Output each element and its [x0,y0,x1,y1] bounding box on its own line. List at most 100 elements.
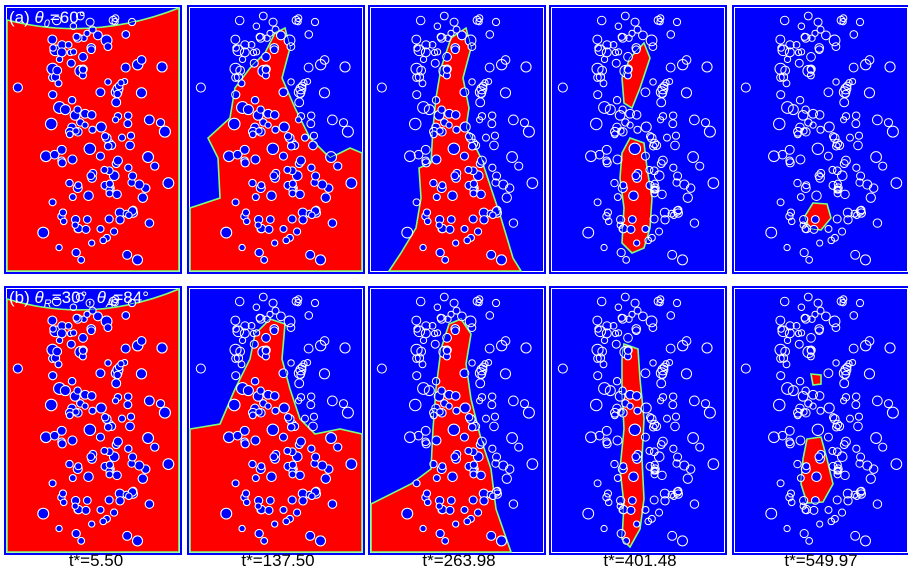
obstacle [787,498,796,507]
obstacle [420,425,431,436]
obstacle [319,55,330,65]
obstacle [797,109,809,121]
obstacle [593,479,602,488]
obstacle [823,402,835,414]
obstacle [871,114,883,126]
obstacle [339,61,351,73]
obstacle [484,343,495,354]
obstacle [852,444,861,453]
obstacle [478,81,488,91]
obstacle [604,104,616,116]
obstacle [611,339,621,349]
obstacle [776,371,786,381]
obstacle [404,150,416,163]
obstacle [633,306,642,315]
obstacle [840,116,848,124]
obstacle [294,14,303,23]
obstacle [475,298,483,307]
obstacle [485,358,493,367]
obstacle [413,430,424,441]
obstacle [658,112,668,121]
obstacle [294,17,302,26]
obstacle [672,178,681,187]
obstacle [656,440,666,450]
obstacle [793,411,802,420]
obstacle [649,447,659,457]
obstacle [557,363,568,374]
obstacle [630,298,640,308]
obstacle [870,432,882,444]
obstacle [677,254,688,266]
displaced-fluid-region [619,342,645,549]
obstacle [249,48,258,57]
obstacle [793,126,803,137]
obstacle [828,34,841,47]
obstacle [294,97,305,108]
obstacle [832,78,840,86]
obstacle [833,467,841,475]
obstacle [75,11,85,21]
row-a-label: (a) θ0=60° [9,8,86,30]
obstacle [865,473,876,484]
obstacle [832,166,842,176]
obstacle [597,346,608,357]
obstacle [658,393,668,402]
obstacle [645,34,658,47]
obstacle [682,473,693,484]
obstacle [111,17,119,26]
obstacle [855,178,864,187]
obstacle [412,371,422,381]
obstacle [602,321,612,331]
obstacle [296,393,306,402]
obstacle [472,15,482,25]
obstacle [872,218,883,228]
obstacle [833,186,841,194]
obstacle [111,14,120,23]
obstacle [799,247,809,258]
obstacle [616,502,624,510]
time-label-1: t*=5.50 [69,551,123,570]
obstacle [813,17,823,27]
obstacle [501,192,512,203]
obstacle [656,17,664,26]
obstacle [592,34,603,45]
obstacle [600,55,609,64]
obstacle [831,323,841,332]
obstacle [856,452,866,462]
obstacle [776,479,785,488]
obstacle [404,431,416,444]
obstacle [610,130,619,139]
obstacle [492,171,502,181]
obstacle [507,114,519,126]
obstacle [592,315,603,326]
obstacle [840,470,850,481]
obstacle [489,421,499,432]
obstacle [610,459,619,469]
obstacle [436,313,445,322]
obstacle [840,397,848,405]
obstacle [782,360,791,369]
obstacle [849,77,857,86]
obstacle [589,117,603,131]
obstacle [842,488,853,499]
obstacle [681,336,692,346]
obstacle [657,155,668,166]
obstacle [871,395,883,407]
obstacle [266,29,274,37]
obstacle [326,114,338,126]
obstacle [783,243,791,252]
obstacle [786,208,795,217]
obstacle [309,412,319,421]
obstacle [478,362,488,372]
obstacle [670,421,680,432]
obstacle [319,336,330,346]
obstacle [339,342,351,354]
obstacle [768,431,780,444]
obstacle [522,406,535,419]
obstacle [271,306,280,315]
obstacle [416,65,427,76]
obstacle [276,311,286,322]
obstacle [412,90,422,100]
obstacle [603,489,612,498]
obstacle [671,131,681,140]
